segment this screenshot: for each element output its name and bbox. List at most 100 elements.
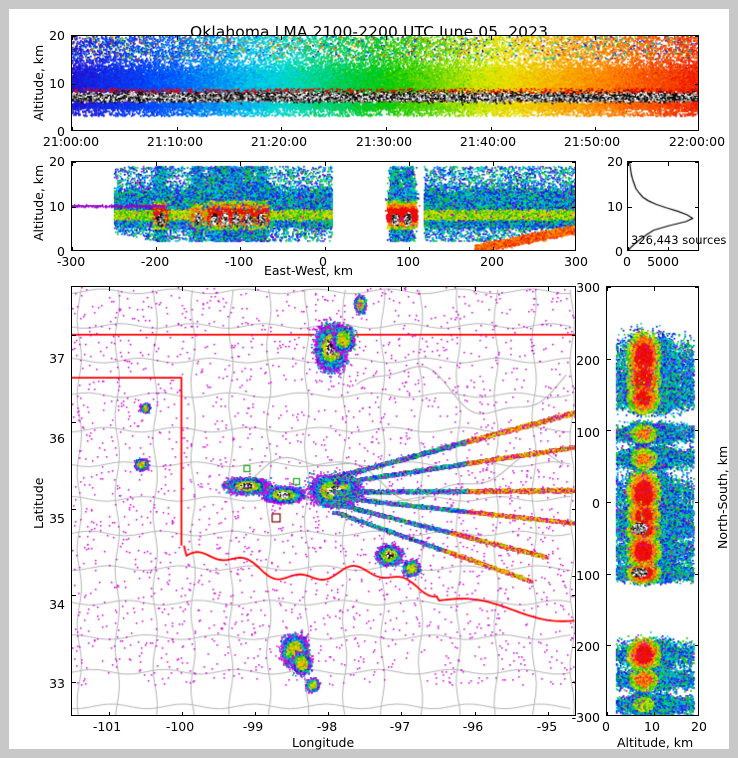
ax2-xtick-2: -100 [224,254,254,269]
axis-tick [628,247,630,250]
axis-tick [72,162,74,166]
east-west-height-panel[interactable] [71,161,576,251]
axis-tick [628,162,630,166]
axis-tick [328,287,330,291]
axis-tick [607,573,611,575]
ax5-xtick-10: 10 [644,719,660,734]
source-count-annotation: 326,443 sources [631,233,727,247]
ax1-ytick-20: 20 [49,28,65,43]
axis-tick [572,421,575,423]
axis-tick [72,421,76,423]
axis-tick [72,334,76,336]
ax1-xtick-0: 21:00:00 [42,134,100,149]
ax2-ytick-0: 0 [57,244,65,259]
axis-tick [607,430,611,432]
axis-tick [72,162,76,164]
ax1-xtick-2: 21:20:00 [250,134,308,149]
axis-tick [572,162,575,164]
axis-tick [240,247,242,250]
axis-tick [156,162,158,166]
axis-tick [572,207,575,209]
axis-tick [607,502,611,504]
ax2-xtick-4: 100 [396,254,420,269]
axis-tick [653,712,655,715]
ax4-ytick-34: 34 [49,597,65,612]
ax3-ytick-20: 20 [607,154,623,169]
axis-tick [607,287,611,289]
axis-tick [572,508,575,510]
ax2-xtick-3: 0 [319,254,327,269]
ax4-xtick-3: -98 [316,719,338,734]
axis-tick [695,645,698,647]
axis-tick [181,712,183,715]
axis-tick [628,207,632,209]
axis-tick [607,287,609,291]
plan-view-map-canvas [72,287,575,715]
axis-tick [695,430,698,432]
axis-tick [281,36,283,40]
ax1-ytick-0: 0 [57,124,65,139]
ax1-xtick-6: 22:00:00 [668,134,726,149]
axis-tick [572,595,575,597]
ax3-ytick-10: 10 [607,199,623,214]
axis-tick [572,682,575,684]
axis-tick [595,127,597,130]
axis-tick [328,712,330,715]
ax2-xtick-0: -300 [56,254,86,269]
ax5-ytick-m200: -200 [571,639,600,654]
axis-tick [628,162,632,164]
ax5-xtick-0: 0 [602,719,610,734]
ax5-ytick-200: 200 [576,353,600,368]
ax2-ytick-20: 20 [49,154,65,169]
axis-tick [474,712,476,715]
height-north-south-panel[interactable] [606,286,699,716]
axis-tick [607,358,611,360]
ax4-ytick-37: 37 [49,351,65,366]
axis-tick [281,127,283,130]
ax4-xtick-0: -101 [92,719,122,734]
ax2-ytick-10: 10 [49,199,65,214]
axis-tick [254,287,257,291]
ax4-xtick-1: -100 [165,719,195,734]
ax4-xtick-2: -99 [242,719,264,734]
axis-tick [386,127,388,130]
time-height-canvas [72,36,698,130]
axis-tick [72,682,76,684]
axis-tick [181,287,183,291]
axis-tick [324,247,326,250]
axis-tick [108,712,110,715]
axis-tick [108,287,110,291]
axis-tick [324,162,326,166]
axis-tick [607,645,611,647]
axis-tick [668,162,670,166]
axis-tick [668,247,670,250]
axis-tick [176,127,178,130]
ax1-xtick-3: 21:30:00 [355,134,413,149]
axis-tick [72,36,76,38]
axis-tick [547,287,549,291]
axis-tick [695,84,698,86]
axis-tick [408,162,410,166]
axis-tick [386,36,388,40]
axis-tick [695,162,698,164]
plan-view-map-panel[interactable] [71,286,576,716]
axis-tick [401,712,403,715]
axis-tick [490,127,492,130]
axis-tick [72,207,76,209]
ax5-ytick-m300: -300 [571,710,600,725]
time-height-panel[interactable] [71,35,699,131]
axis-tick [72,127,74,130]
axis-tick [490,36,492,40]
ax4-xtick-5: -96 [462,719,484,734]
axis-tick [695,207,698,209]
axis-tick [695,36,698,38]
ns-xlabel: Altitude, km [617,735,694,750]
altitude-histogram-panel[interactable] [627,161,699,251]
ew-height-xlabel: East-West, km [264,263,354,278]
axis-tick [72,508,76,510]
axis-tick [695,287,698,289]
axis-tick [474,287,476,291]
ax5-ytick-m100: -100 [571,568,600,583]
ax1-xtick-1: 21:10:00 [146,134,204,149]
axis-tick [72,595,76,597]
